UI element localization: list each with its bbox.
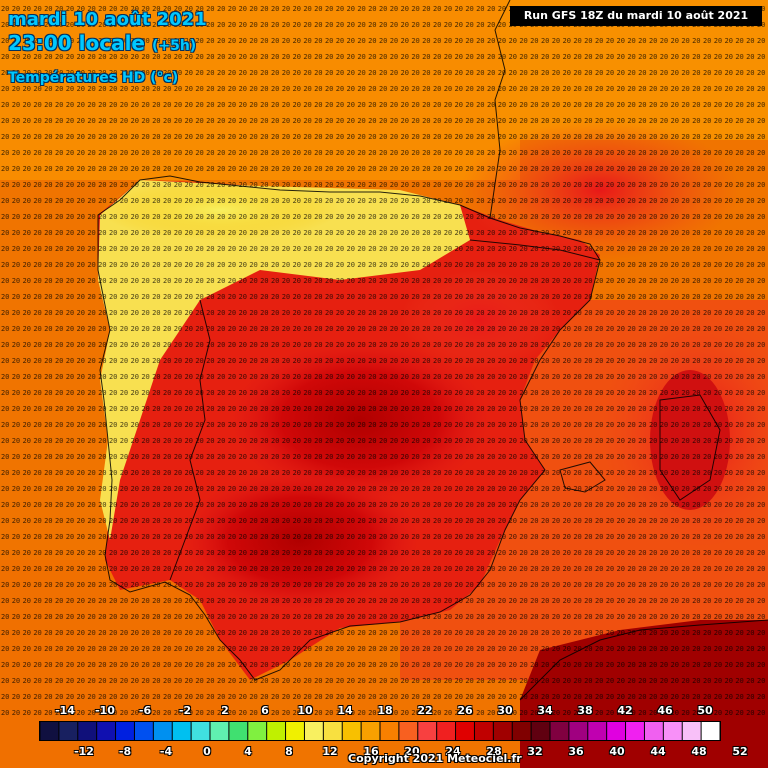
scale-swatch [512,722,531,740]
value-grid [0,0,768,720]
scale-swatch [418,722,437,740]
scale-swatch [644,722,663,740]
scale-swatch [474,722,493,740]
coastlines [97,0,768,701]
temperature-color-scale [39,721,721,741]
pyrenees-border [469,239,601,261]
scale-swatch [682,722,701,740]
scale-swatch [493,722,512,740]
scale-swatch [342,722,361,740]
scale-swatch [191,722,210,740]
scale-swatch [134,722,153,740]
scale-swatch [286,722,304,740]
scale-swatch [323,722,342,740]
scale-swatch [550,722,569,740]
scale-swatch [701,722,720,740]
scale-swatch [626,722,644,740]
scale-swatch [569,722,588,740]
scale-swatch [607,722,626,740]
scale-swatch [663,722,682,740]
iberia-coastline [97,175,601,681]
scale-swatch [40,722,59,740]
sardinia-coastline [659,394,721,501]
scale-swatch [267,722,286,740]
scale-swatch [380,722,399,740]
scale-swatch [153,722,172,740]
scale-swatch [229,722,248,740]
scale-swatch [361,722,380,740]
scale-swatch [588,722,607,740]
portugal-border [169,299,211,581]
france-coastline [489,0,511,219]
scale-swatch [456,722,474,740]
scale-swatch [116,722,134,740]
africa-coastline [519,619,768,701]
scale-swatch [210,722,229,740]
scale-swatch [248,722,267,740]
scale-swatch [172,722,191,740]
scale-swatch [531,722,550,740]
scale-swatch [78,722,97,740]
balearic-coastline [559,461,606,493]
scale-swatch [97,722,116,740]
scale-swatch [399,722,418,740]
scale-swatch [437,722,456,740]
scale-swatch [59,722,78,740]
scale-swatch [304,722,323,740]
